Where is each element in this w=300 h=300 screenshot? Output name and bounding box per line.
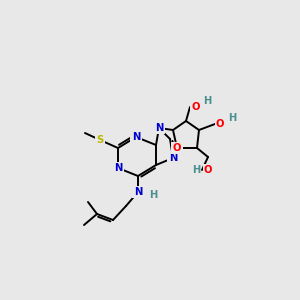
Text: H: H: [228, 113, 236, 123]
Text: O: O: [191, 102, 200, 112]
Text: H: H: [192, 165, 200, 175]
Text: O: O: [216, 119, 224, 129]
Text: N: N: [132, 132, 140, 142]
Text: O: O: [204, 165, 212, 175]
Text: S: S: [96, 135, 103, 145]
Text: N: N: [114, 163, 122, 173]
Text: H: H: [149, 190, 157, 200]
Text: O: O: [173, 143, 181, 153]
Text: H: H: [203, 96, 211, 106]
Text: N: N: [155, 123, 163, 133]
Text: N: N: [134, 187, 142, 197]
Text: N: N: [169, 153, 177, 163]
